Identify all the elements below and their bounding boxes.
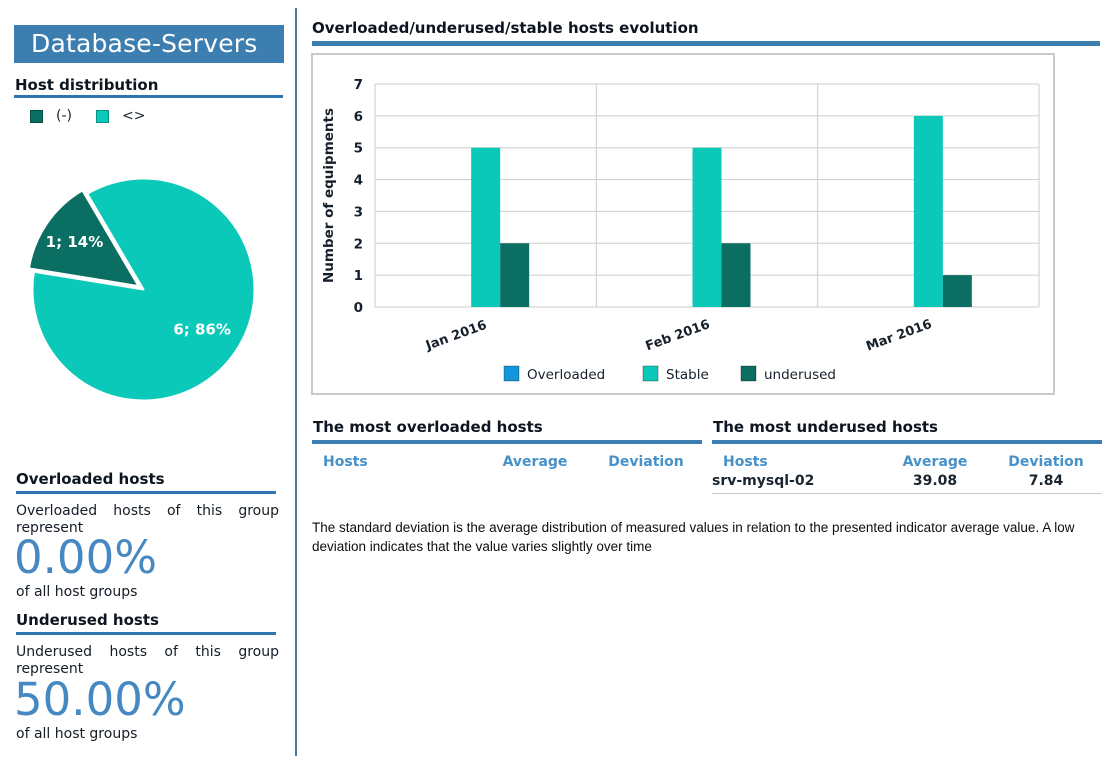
underused-caption: of all host groups: [16, 726, 138, 742]
pie-slice-underused: [27, 189, 140, 288]
underused-table-title: The most underused hosts: [713, 418, 938, 436]
overloaded-hosts-text: Overloaded hosts of this group represent: [16, 503, 279, 537]
bar-underused-0: [500, 243, 530, 307]
overloaded-table-title: The most overloaded hosts: [313, 418, 543, 436]
pie-label-stable: 6; 86%: [173, 321, 231, 339]
table-row: srv-mysql-02 39.08 7.84: [712, 473, 1102, 494]
y-tick-label: 2: [354, 236, 363, 252]
y-tick-label: 3: [354, 204, 363, 220]
hosts-evolution-bar-chart: Jan 2016 Feb 2016 Mar 2016 0 1 2 3 4 5 6 7 Number o…: [321, 77, 1040, 383]
overloaded-hosts-table: The most overloaded hosts Hosts Average …: [312, 418, 702, 470]
y-tick-label: 6: [354, 109, 363, 125]
y-axis-title: Number of equipments: [321, 108, 337, 283]
evolution-chart-title: Overloaded/underused/stable hosts evolut…: [312, 19, 699, 37]
legend-swatch-stable: [95, 109, 109, 123]
host-distribution-legend: (-) <>: [30, 108, 145, 124]
y-tick-label: 0: [354, 300, 363, 316]
legend-label-overloaded: Overloaded: [527, 367, 605, 383]
pie-slice-stable: [31, 177, 256, 402]
column-header-average: Average: [502, 454, 568, 470]
overloaded-percentage: 0.00%: [14, 531, 157, 584]
bar-underused-2: [942, 275, 972, 307]
x-tick-label: Feb 2016: [644, 317, 712, 354]
column-divider: [295, 8, 297, 756]
column-header-average: Average: [902, 454, 968, 470]
y-tick-label: 5: [354, 141, 363, 157]
host-deviation-value: 7.84: [1028, 473, 1064, 489]
column-header-deviation: Deviation: [1008, 454, 1084, 470]
y-tick-label: 1: [354, 268, 363, 284]
standard-deviation-note: The standard deviation is the average di…: [312, 520, 1075, 554]
y-tick-label: 7: [354, 77, 363, 93]
host-average-value: 39.08: [912, 473, 958, 489]
underused-percentage: 50.00%: [14, 673, 186, 726]
overloaded-hosts-rule: [16, 491, 276, 494]
column-header-hosts: Hosts: [723, 454, 768, 470]
column-header-hosts: Hosts: [323, 454, 368, 470]
evolution-chart-rule: [312, 41, 1100, 46]
underused-hosts-table: The most underused hosts Hosts Average D…: [712, 418, 1102, 494]
bar-stable-1: [692, 147, 722, 307]
y-tick-label: 4: [354, 173, 363, 189]
legend-swatch-underused: [740, 365, 757, 382]
host-distribution-heading: Host distribution: [15, 76, 159, 94]
legend-swatch-underused: [30, 109, 43, 123]
overloaded-table-rule: [312, 440, 702, 444]
host-distribution-rule: [14, 95, 283, 98]
legend-label-underused: (-): [56, 108, 72, 124]
overloaded-hosts-heading: Overloaded hosts: [16, 470, 165, 488]
bar-underused-1: [721, 243, 751, 307]
x-tick-label: Mar 2016: [864, 317, 934, 355]
overloaded-caption: of all host groups: [16, 584, 138, 600]
underused-hosts-heading: Underused hosts: [16, 611, 159, 629]
host-name-link[interactable]: srv-mysql-02: [712, 473, 815, 489]
legend-swatch-stable: [642, 365, 659, 382]
bar-stable-2: [913, 115, 943, 307]
legend-label-stable: Stable: [666, 367, 709, 383]
x-tick-label: Jan 2016: [423, 318, 489, 354]
group-title: Database-Servers: [14, 25, 284, 63]
underused-table-rule: [712, 440, 1102, 444]
table-header-row: Hosts Average Deviation: [712, 454, 1102, 470]
legend-label-underused: underused: [764, 367, 836, 383]
underused-hosts-rule: [16, 632, 276, 635]
legend-swatch-overloaded: [503, 365, 520, 382]
host-distribution-pie-chart: 1; 14% 6; 86%: [27, 177, 256, 402]
pie-label-underused: 1; 14%: [46, 233, 104, 251]
table-header-row: Hosts Average Deviation: [312, 454, 702, 470]
evolution-chart-frame: Jan 2016 Feb 2016 Mar 2016 0 1 2 3 4 5 6 7 Number o…: [311, 53, 1055, 395]
underused-hosts-text: Underused hosts of this group represent: [16, 644, 279, 678]
column-header-deviation: Deviation: [608, 454, 684, 470]
bar-stable-0: [471, 147, 501, 307]
legend-label-stable: <>: [121, 108, 146, 124]
